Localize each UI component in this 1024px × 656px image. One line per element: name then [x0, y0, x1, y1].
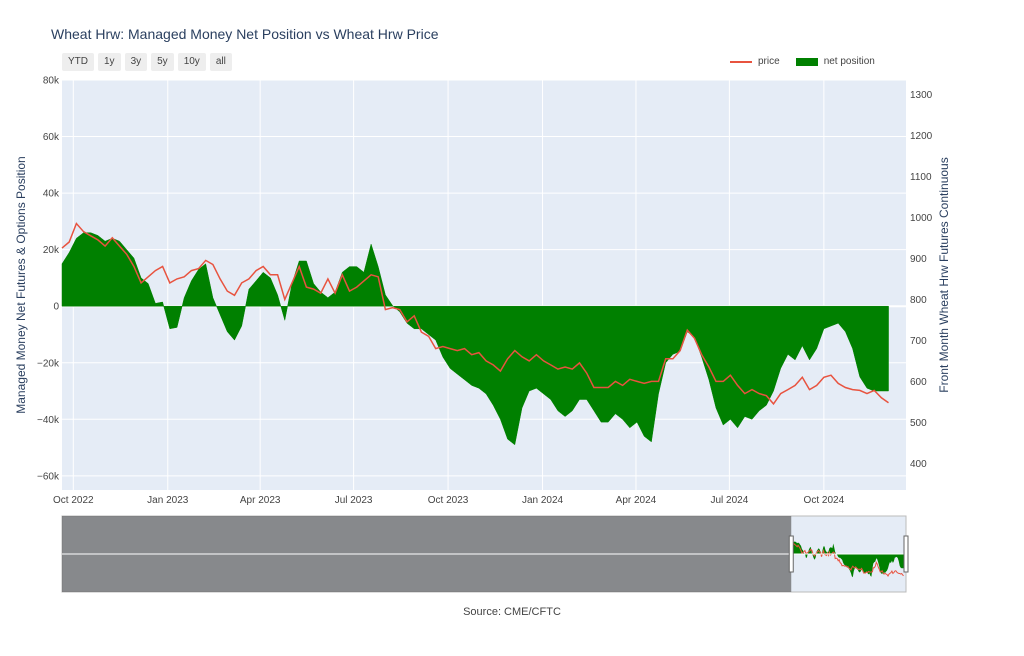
range-slider-price-line [790, 541, 904, 577]
plot-area [62, 80, 906, 490]
range-button-3y[interactable]: 3y [124, 53, 148, 71]
x-tick-label: Oct 2022 [53, 495, 94, 506]
x-tick-label: Apr 2024 [616, 495, 657, 506]
range-slider-net-area [791, 541, 904, 578]
y-left-tick-label: 60k [43, 132, 60, 143]
legend-label-price: price [758, 56, 780, 67]
range-button-5y[interactable]: 5y [151, 53, 174, 71]
legend-fill-swatch [795, 57, 818, 66]
y-left-tick-label: 40k [43, 189, 60, 200]
y-right-tick-label: 1100 [910, 172, 932, 183]
series-price-line [61, 222, 889, 406]
source-note: Source: CME/CFTC [463, 606, 561, 618]
y-left-axis-title: Managed Money Net Futures & Options Posi… [14, 156, 28, 413]
range-button-1y[interactable]: 1y [98, 53, 121, 71]
y-left-tick-label: 80k [43, 76, 60, 87]
y-left-tick-label: 0 [53, 302, 59, 313]
x-tick-label: Apr 2023 [240, 495, 281, 506]
y-left-tick-label: −20k [37, 358, 60, 369]
y-right-axis-title: Front Month Wheat Hrw Futures Continuous [937, 157, 951, 392]
range-button-all[interactable]: all [209, 53, 232, 71]
y-right-tick-label: 800 [910, 295, 927, 306]
x-tick-label: Oct 2023 [428, 495, 469, 506]
range-slider-handle-right[interactable] [903, 535, 909, 573]
chart-canvas: −60k −40k −20k 0 20k 40k 60k 80k Oct 2022 Jan 202… [14, 76, 951, 593]
y-right-tick-label: 1000 [910, 213, 933, 224]
chart-title: Wheat Hrw: Managed Money Net Position vs… [51, 26, 439, 42]
y-left-tick-label: −40k [37, 415, 60, 426]
y-right-tick-label: 600 [910, 377, 927, 388]
y-left-tick-label: 20k [43, 245, 60, 256]
range-button-10y[interactable]: 10y [177, 53, 206, 71]
y-right-tick-label: 1300 [910, 90, 933, 101]
y-right-tick-label: 900 [910, 254, 927, 265]
range-button-ytd[interactable]: YTD [62, 53, 94, 71]
range-selector: YTD 1y 3y 5y 10y all [62, 53, 232, 71]
legend: price net position [730, 56, 875, 67]
legend-item-net-position[interactable]: net position [795, 56, 875, 67]
legend-line-swatch [730, 60, 752, 63]
series-net-position-area [61, 232, 889, 446]
x-tick-label: Jul 2024 [710, 495, 748, 506]
x-tick-label: Oct 2024 [804, 495, 845, 506]
legend-item-price[interactable]: price [730, 56, 780, 67]
y-right-tick-label: 500 [910, 418, 927, 429]
legend-label-net-position: net position [823, 56, 875, 67]
y-left-tick-label: −60k [37, 471, 60, 482]
y-right-tick-label: 700 [910, 336, 927, 347]
y-right-tick-label: 1200 [910, 131, 933, 142]
y-right-tick-label: 400 [910, 459, 927, 470]
x-tick-label: Jan 2023 [147, 495, 189, 506]
range-slider-handle-left[interactable] [788, 535, 794, 573]
x-tick-label: Jan 2024 [522, 495, 564, 506]
x-tick-label: Jul 2023 [335, 495, 373, 506]
